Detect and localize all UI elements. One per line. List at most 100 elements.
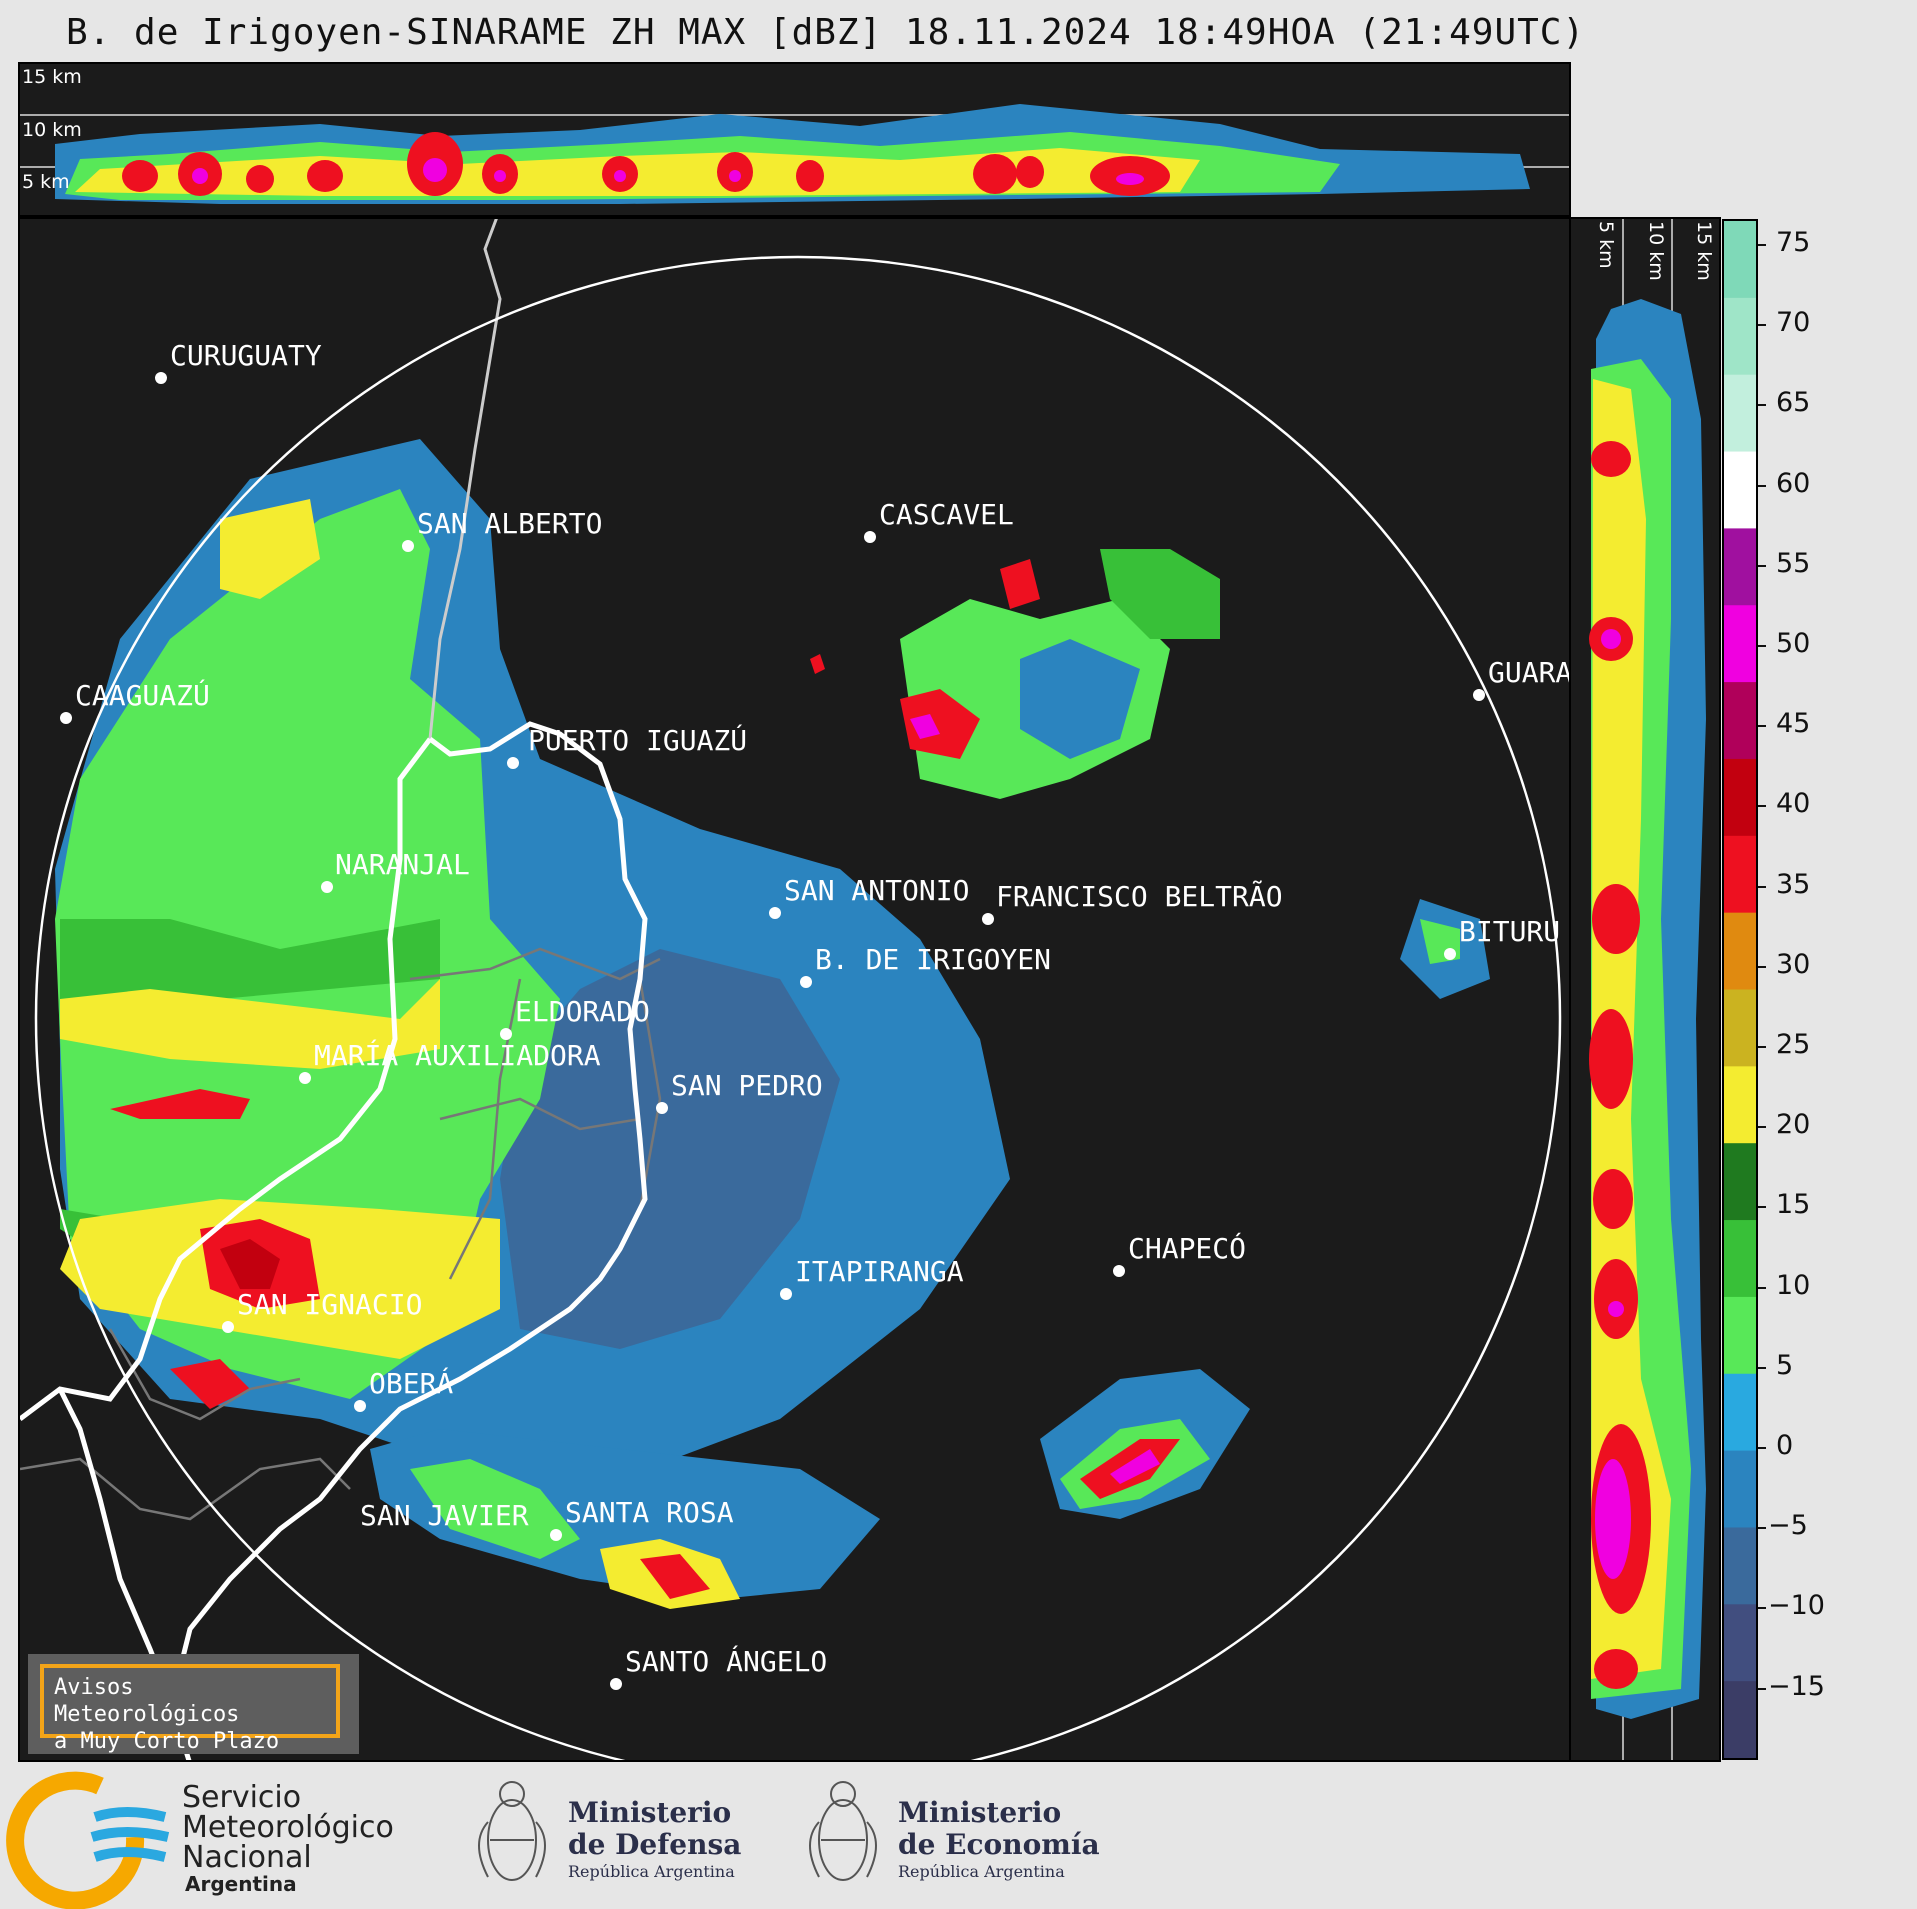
city-label-eldorado: ELDORADO (515, 995, 650, 1028)
city-label-chapeco: CHAPECÓ (1128, 1232, 1247, 1265)
colorbar-tick-label: 15 (1776, 1189, 1811, 1221)
defensa-line-2: de Defensa (568, 1828, 742, 1861)
colorbar-tick-label: 30 (1776, 948, 1811, 980)
footer-logos: Servicio Meteorológico Nacional Argentin… (0, 1762, 1917, 1909)
city-markers (60, 372, 1485, 1690)
city-label-bituru: BITURU (1459, 915, 1561, 948)
defensa-line-1: Ministerio (568, 1796, 732, 1829)
colorbar-segment (1724, 1681, 1756, 1759)
warning-box[interactable]: Avisos Meteorológicos a Muy Corto Plazo (28, 1654, 359, 1754)
city-label-naranjal: NARANJAL (335, 848, 470, 881)
colorbar-segment (1724, 835, 1756, 914)
city-label-caaguazu: CAAGUAZÚ (75, 679, 210, 712)
country-border (428, 219, 502, 740)
city-label-itapiranga: ITAPIRANGA (795, 1255, 964, 1288)
colorbar-segment (1724, 1220, 1756, 1298)
footer-logo-graphics (6, 1771, 877, 1909)
colorbar-segment (1724, 1373, 1756, 1452)
colorbar-tick-label: 5 (1776, 1349, 1794, 1381)
colorbar-tick-label: 0 (1776, 1430, 1794, 1461)
colorbar-segment (1724, 1450, 1756, 1528)
city-label-cascavel: CASCAVEL (879, 498, 1014, 531)
misiones-border (20, 737, 432, 1421)
colorbar-tick-mark (1758, 1607, 1766, 1610)
colorbar-tick-mark (1758, 244, 1766, 246)
city-label-francisco-beltrao: FRANCISCO BELTRÃO (996, 880, 1283, 913)
city-label-san-javier: SAN JAVIER (360, 1499, 529, 1532)
city-label-maria-auxiliadora: MARÍA AUXILIADORA (314, 1039, 601, 1072)
top-height-label-15km: 15 km (22, 66, 82, 88)
radar-map-panel: CURUGUATY SAN ALBERTO CASCAVEL CAAGUAZÚ … (18, 217, 1571, 1762)
colorbar-tick-label: 35 (1776, 868, 1811, 900)
city-label-san-alberto: SAN ALBERTO (417, 507, 603, 540)
colorbar-tick-mark (1758, 1447, 1766, 1449)
side-height-label-10km: 10 km (1645, 221, 1667, 281)
side-cross-section-echoes (1589, 219, 1706, 1760)
economia-line-2: de Economía (898, 1828, 1100, 1861)
economia-coat-of-arms-icon (809, 1781, 877, 1881)
smn-line-3: Nacional (182, 1840, 312, 1875)
colorbar-tick-label: 50 (1776, 628, 1811, 659)
colorbar-tick-label: −10 (1768, 1590, 1825, 1622)
colorbar-tick-label: 75 (1776, 227, 1811, 258)
colorbar-segment (1724, 1527, 1756, 1605)
colorbar-tick-mark (1758, 1286, 1766, 1289)
city-label-san-antonio: SAN ANTONIO (784, 874, 970, 907)
city-label-b-de-irigoyen: B. DE IRIGOYEN (815, 943, 1052, 976)
colorbar-tick-mark (1758, 885, 1766, 888)
top-height-label-5km: 5 km (22, 171, 70, 193)
colorbar-tick-label: 55 (1776, 547, 1811, 579)
smn-logo-icon (6, 1771, 170, 1909)
colorbar-tick-label: 65 (1776, 387, 1811, 419)
city-label-san-ignacio: SAN IGNACIO (237, 1288, 423, 1321)
colorbar-tick-label: 20 (1776, 1109, 1811, 1141)
colorbar-tick-mark (1758, 805, 1766, 808)
colorbar-segment (1724, 451, 1756, 529)
dbz-colorbar (1722, 219, 1758, 1760)
colorbar-segment (1724, 297, 1756, 376)
colorbar-tick-label: 25 (1776, 1029, 1811, 1060)
radar-echoes (55, 439, 1490, 1609)
colorbar-segment (1724, 605, 1756, 683)
colorbar-tick-mark (1758, 1366, 1766, 1369)
economia-sub: República Argentina (898, 1862, 1065, 1881)
colorbar-tick-label: 40 (1776, 788, 1811, 820)
side-height-label-5km: 5 km (1595, 221, 1617, 269)
warning-box-frame: Avisos Meteorológicos a Muy Corto Plazo (40, 1664, 340, 1754)
smn-line-2: Meteorológico (182, 1810, 394, 1845)
top-height-label-10km: 10 km (22, 119, 82, 141)
colorbar-tick-label: 60 (1776, 467, 1811, 499)
city-label-obera: OBERÁ (369, 1367, 454, 1400)
colorbar-tick-mark (1758, 1126, 1766, 1129)
colorbar-tick-label: −5 (1768, 1510, 1808, 1542)
colorbar-segment (1724, 989, 1756, 1067)
colorbar-tick-mark (1758, 1206, 1766, 1209)
city-label-curuguaty: CURUGUATY (170, 339, 322, 372)
colorbar-segment (1724, 758, 1756, 837)
colorbar-segment (1724, 221, 1756, 299)
defensa-coat-of-arms-icon (478, 1781, 546, 1881)
top-cross-section-echoes (20, 104, 1569, 204)
economia-line-1: Ministerio (898, 1796, 1062, 1829)
colorbar-tick-mark (1758, 484, 1766, 487)
admin-borders (20, 947, 662, 1521)
colorbar-segment (1724, 1604, 1756, 1682)
colorbar-segment (1724, 374, 1756, 453)
side-height-label-15km: 15 km (1693, 221, 1715, 281)
city-label-guara: GUARA (1488, 656, 1571, 689)
city-label-puerto-iguazu: PUERTO IGUAZÚ (528, 724, 748, 757)
defensa-sub: República Argentina (568, 1862, 735, 1881)
colorbar-segment (1724, 682, 1756, 760)
side-cross-section-panel: 5 km 10 km 15 km (1569, 217, 1721, 1762)
warning-line-2: a Muy Corto Plazo (54, 1729, 280, 1754)
colorbar-tick-mark (1758, 965, 1766, 968)
city-label-santo-angelo: SANTO ÁNGELO (625, 1645, 828, 1678)
colorbar-tick-label: −15 (1768, 1670, 1825, 1702)
colorbar-segment (1724, 912, 1756, 990)
colorbar-tick-mark (1758, 1687, 1766, 1690)
river-border (147, 721, 648, 1721)
colorbar-tick-label: 70 (1776, 307, 1811, 339)
colorbar-tick-label: 45 (1776, 708, 1811, 740)
colorbar-tick-mark (1758, 725, 1766, 728)
city-label-santa-rosa: SANTA ROSA (565, 1496, 734, 1529)
